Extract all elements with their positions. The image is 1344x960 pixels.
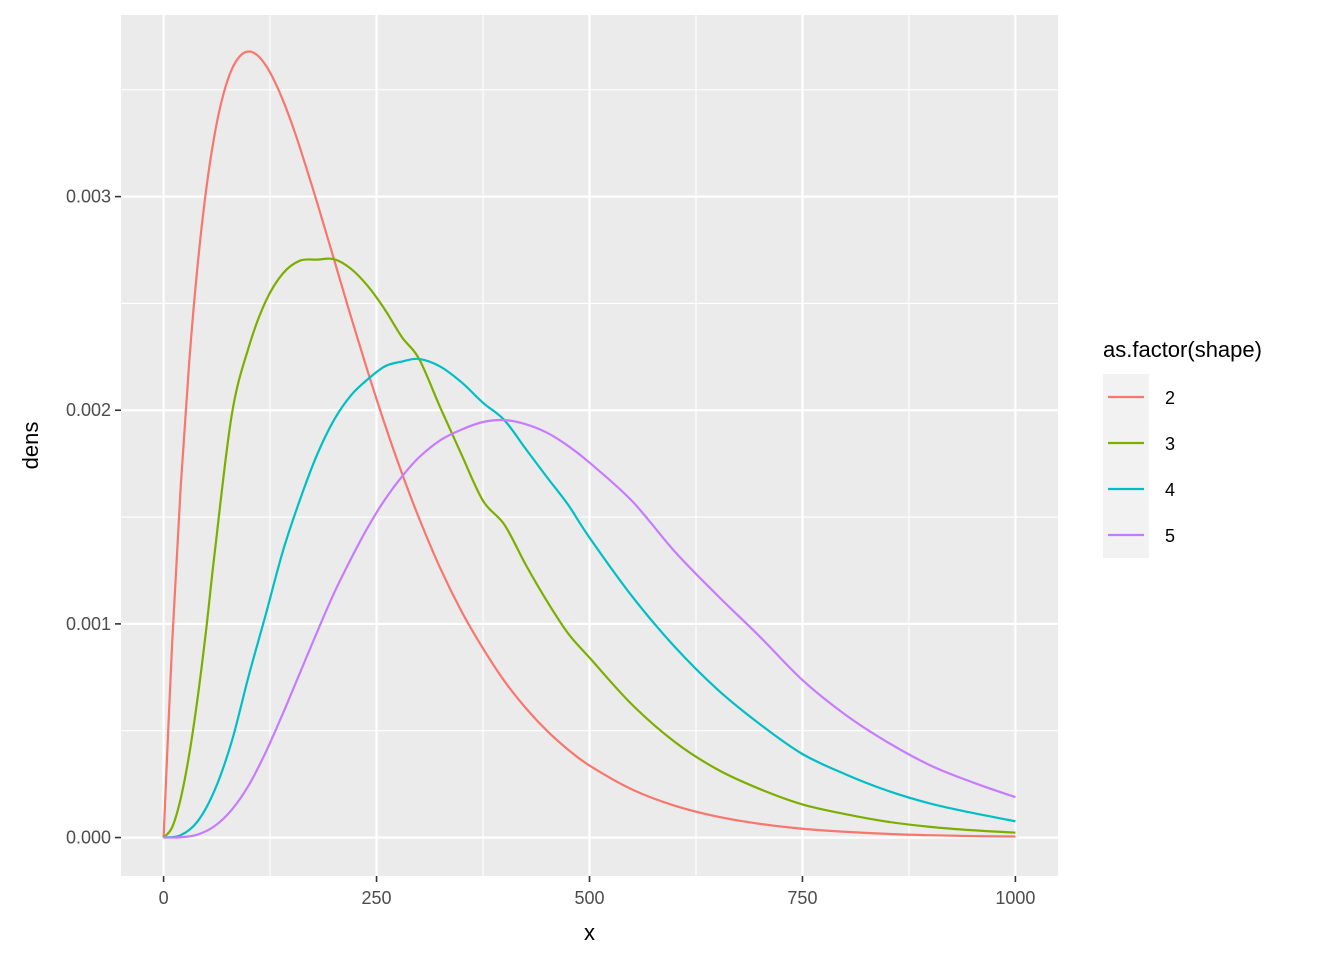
x-tick-label: 0 xyxy=(159,888,169,908)
major-gridlines xyxy=(121,15,1058,876)
y-tick-label: 0.000 xyxy=(66,828,111,848)
legend: as.factor(shape) 2 3 4 5 xyxy=(1103,337,1262,558)
y-axis: 0.000 0.001 0.002 0.003 xyxy=(66,187,121,848)
legend-title: as.factor(shape) xyxy=(1103,337,1262,362)
x-tick-label: 1000 xyxy=(995,888,1035,908)
series-line-3 xyxy=(162,257,1016,839)
x-axis: 0 250 500 750 1000 xyxy=(159,876,1035,908)
x-tick-label: 250 xyxy=(362,888,392,908)
x-axis-title: x xyxy=(584,920,595,945)
legend-label-2: 2 xyxy=(1165,388,1175,408)
y-tick-label: 0.002 xyxy=(66,400,111,420)
y-axis-title: dens xyxy=(18,422,43,470)
series-line-5 xyxy=(163,418,1016,839)
x-tick-label: 750 xyxy=(787,888,817,908)
series-line-4 xyxy=(163,357,1016,839)
x-tick-label: 500 xyxy=(574,888,604,908)
series-line-2 xyxy=(162,50,1016,838)
series-lines xyxy=(162,50,1016,839)
legend-label-3: 3 xyxy=(1165,434,1175,454)
legend-label-5: 5 xyxy=(1165,526,1175,546)
y-tick-label: 0.003 xyxy=(66,187,111,207)
y-tick-label: 0.001 xyxy=(66,614,111,634)
legend-label-4: 4 xyxy=(1165,480,1175,500)
